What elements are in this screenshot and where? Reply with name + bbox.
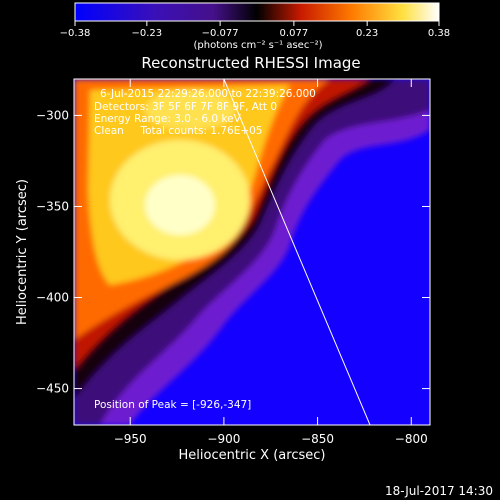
colorbar-tick-label: 0.23 (356, 28, 378, 39)
x-axis-ticks: −950 −900 −850 −800 (114, 79, 428, 446)
annotation-detectors: Detectors: 3F 5F 6F 7F 8F 9F, Att 0 (94, 101, 277, 113)
colorbar-tick-label: 0.077 (280, 28, 309, 39)
annotation-method-counts: Clean Total counts: 1.76E+05 (94, 125, 263, 137)
x-tick-label: −800 (395, 432, 428, 446)
y-axis-ticks: −300 −350 −400 −450 (36, 108, 430, 396)
chart-title: Reconstructed RHESSI Image (141, 54, 360, 72)
colorbar-ticks: −0.38 −0.23 −0.077 0.077 0.23 0.38 (60, 21, 450, 39)
colorbar-gradient (74, 2, 440, 22)
colorbar: −0.38 −0.23 −0.077 0.077 0.23 0.38 (photons c… (60, 2, 450, 51)
plot-frame (73, 78, 431, 426)
solar-limb-line (223, 79, 371, 425)
y-axis-label: Heliocentric Y (arcsec) (15, 179, 30, 325)
colorbar-tick-label: −0.38 (60, 28, 91, 39)
colorbar-unit-label: (photons cm⁻² s⁻¹ asec⁻²) (193, 40, 322, 51)
annotation-energy: Energy Range: 3.0 - 6.0 keV (94, 113, 242, 125)
y-tick-label: −300 (36, 108, 69, 122)
annotation-peak-position: Position of Peak = [-926,-347] (94, 399, 251, 411)
footer-date: 18-Jul-2017 14:30 (385, 484, 493, 498)
colorbar-tick-label: −0.077 (202, 28, 239, 39)
y-tick-label: −450 (36, 382, 69, 396)
x-tick-label: −950 (114, 432, 147, 446)
x-axis-label: Heliocentric X (arcsec) (179, 448, 326, 463)
heatmap-image (74, 79, 430, 425)
x-tick-label: −850 (301, 432, 334, 446)
colorbar-tick-label: −0.23 (132, 28, 163, 39)
colorbar-tick-label: 0.38 (428, 28, 450, 39)
y-tick-label: −400 (36, 291, 69, 305)
annotation-time-range: 6-Jul-2015 22:29:26.000 to 22:39:26.000 (100, 88, 316, 100)
y-tick-label: −350 (36, 199, 69, 213)
x-tick-label: −900 (207, 432, 240, 446)
